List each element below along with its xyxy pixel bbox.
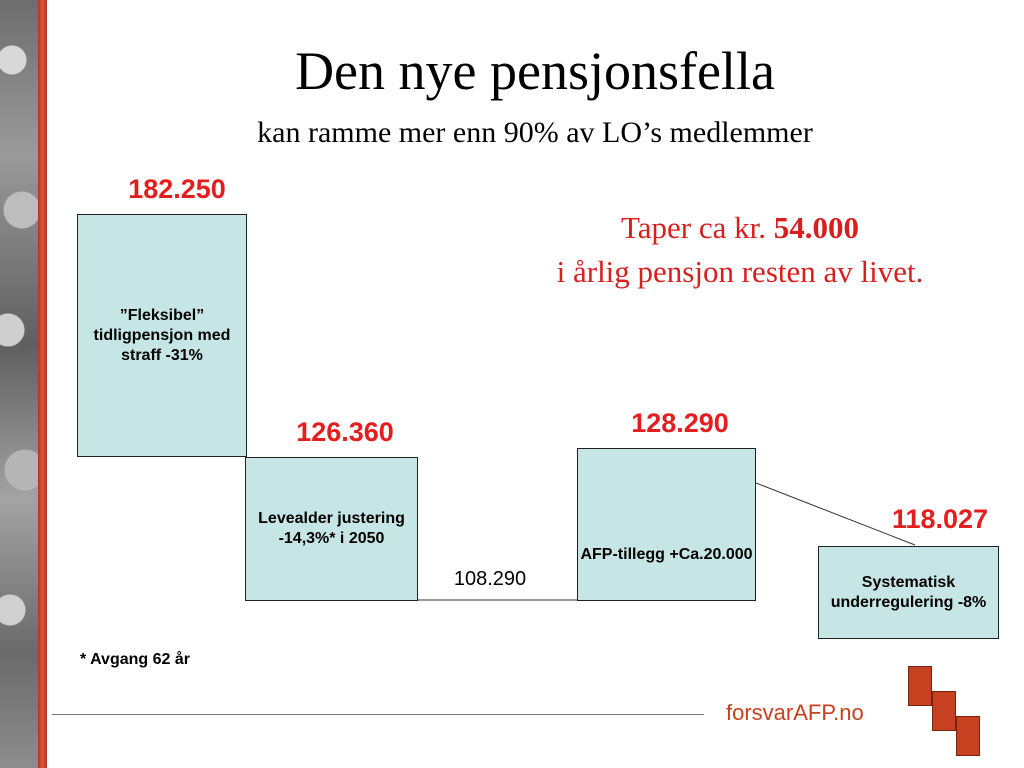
loss-callout: Taper ca kr. 54.000 i årlig pensjon rest… (520, 206, 960, 294)
page-title: Den nye pensjonsfella (295, 41, 775, 101)
callout-line2: i årlig pensjon resten av livet. (556, 254, 924, 289)
data-label-128290: 128.290 (631, 408, 729, 438)
bar-label: Levealder justering -14,3%* i 2050 (258, 510, 405, 547)
data-label-118027: 118.027 (891, 504, 989, 534)
brand-text: forsvarAFP.no (726, 700, 864, 725)
logo-square-3 (956, 716, 980, 756)
bar-label: Systematisk underregulering -8% (830, 573, 987, 611)
red-accent-bar (38, 0, 47, 768)
footnote: * Avgang 62 år (80, 651, 190, 668)
data-label-182250: 182.250 (128, 174, 226, 204)
bar-label: AFP-tillegg +Ca.20.000 (580, 545, 753, 563)
bar-label: ”Fleksibel” tidligpensjon med straff -31… (93, 306, 231, 364)
callout-amount: 54.000 (773, 210, 859, 245)
data-label-126360: 126.360 (296, 417, 394, 447)
logo-square-1 (908, 666, 932, 706)
afp-to-underregulering-connector (755, 482, 916, 546)
callout-prefix: Taper ca kr. (621, 210, 766, 245)
logo-square-2 (932, 691, 956, 731)
bar-fleksibel-tidligpensjon: ”Fleksibel” tidligpensjon med straff -31… (77, 214, 247, 457)
data-label-108290: 108.290 (453, 568, 527, 590)
bar-afp-tillegg: AFP-tillegg +Ca.20.000 (577, 448, 756, 601)
page-subtitle: kan ramme mer enn 90% av LO’s medlemmer (257, 116, 813, 149)
coin-photo-strip (0, 0, 38, 768)
bar-systematisk-underregulering: Systematisk underregulering -8% (818, 546, 999, 639)
bar-levealder-justering: Levealder justering -14,3%* i 2050 (245, 457, 418, 601)
footer-divider (52, 714, 704, 715)
